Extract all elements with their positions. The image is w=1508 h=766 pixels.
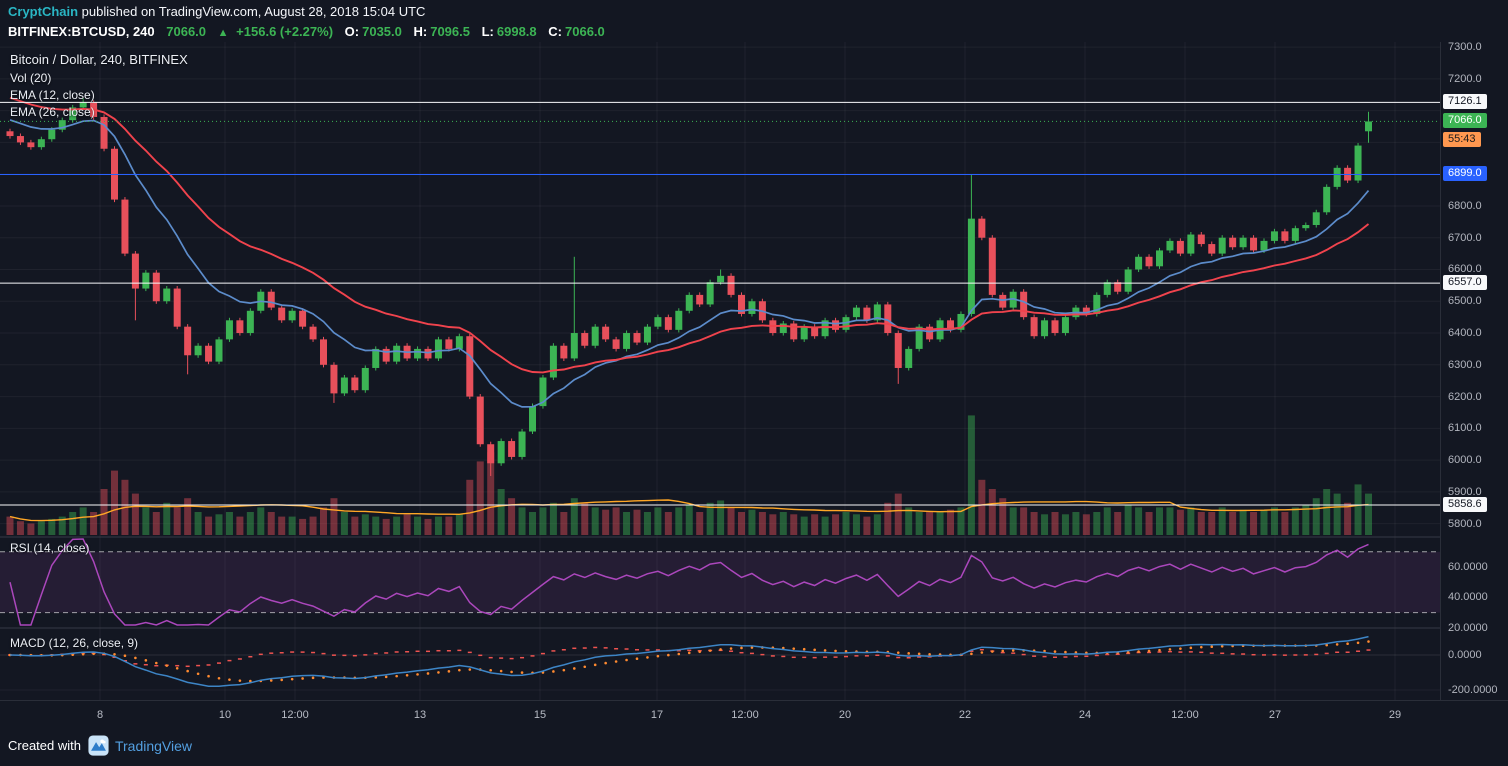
price-badge-white: 6557.0 xyxy=(1443,275,1487,291)
price-tick: 5800.0 xyxy=(1448,517,1482,530)
time-tick: 29 xyxy=(1388,709,1402,721)
symbol-header: BITFINEX:BTCUSD, 240 7066.0 ▲ +156.6 (+2… xyxy=(0,21,613,44)
price-badge-green: 7066.0 xyxy=(1443,113,1487,129)
rsi-tick: 40.0000 xyxy=(1448,591,1488,604)
time-tick: 27 xyxy=(1268,709,1282,721)
chart-canvas[interactable] xyxy=(0,42,1440,700)
legend-rsi: RSI (14, close) xyxy=(10,541,90,555)
author-link[interactable]: CryptChain xyxy=(8,4,79,19)
legend-volume: Vol (20) xyxy=(10,71,52,85)
time-tick: 17 xyxy=(650,709,664,721)
tradingview-logo-icon xyxy=(88,735,109,756)
price-tick: 6400.0 xyxy=(1448,327,1482,340)
legend-macd: MACD (12, 26, close, 9) xyxy=(10,636,139,650)
volma-line xyxy=(9,499,1369,522)
pane-separators xyxy=(0,536,1440,629)
price-tick: 7200.0 xyxy=(1448,72,1482,85)
time-tick: 15 xyxy=(533,709,547,721)
legend-ema26: EMA (26, close) xyxy=(10,105,95,119)
time-tick: 10 xyxy=(218,709,232,721)
created-with-label: Created with xyxy=(8,738,81,753)
legend-symbol: Bitcoin / Dollar, 240, BITFINEX xyxy=(10,52,188,67)
low-value: 6998.8 xyxy=(496,24,537,39)
high-label: H: xyxy=(413,24,428,39)
close-label: C: xyxy=(548,24,562,39)
price-badge-white: 5858.6 xyxy=(1443,497,1487,513)
rsi-layer xyxy=(0,538,1440,626)
rsi-tick: 20.0000 xyxy=(1448,621,1488,634)
tradingview-link[interactable]: TradingView xyxy=(88,735,192,756)
price-tick: 6600.0 xyxy=(1448,263,1482,276)
macd-tick: -200.0000 xyxy=(1448,684,1498,696)
price-tick: 7300.0 xyxy=(1448,41,1482,54)
time-tick: 20 xyxy=(838,709,852,721)
grid-layer xyxy=(0,42,1440,700)
time-tick: 24 xyxy=(1078,709,1092,721)
price-badge-white: 7126.1 xyxy=(1443,94,1487,110)
price-tick: 6000.0 xyxy=(1448,454,1482,467)
price-tick: 6800.0 xyxy=(1448,199,1482,212)
low-label: L: xyxy=(481,24,494,39)
time-tick: 12:00 xyxy=(281,709,309,721)
price-badge-orange: 55:43 xyxy=(1443,131,1481,147)
price-axis[interactable]: 7300.0 7200.0 6800.0 6700.0 6600.0 6500.0 6400… xyxy=(1440,41,1508,700)
price-badge-blue: 6899.0 xyxy=(1443,166,1487,182)
symbol-name: BITFINEX:BTCUSD, 240 xyxy=(8,24,155,39)
open-value: 7035.0 xyxy=(362,24,402,39)
price-tick: 6500.0 xyxy=(1448,295,1482,308)
time-tick: 22 xyxy=(958,709,972,721)
arrow-up-icon: ▲ xyxy=(217,27,229,39)
ema26-line xyxy=(9,96,1370,374)
ema12-line xyxy=(9,119,1370,408)
price-tick: 5900.0 xyxy=(1448,485,1482,498)
time-tick: 8 xyxy=(96,709,104,721)
price-tick: 6100.0 xyxy=(1448,422,1482,435)
price-tick: 6200.0 xyxy=(1448,390,1482,403)
price-change: +156.6 (+2.27%) xyxy=(236,24,334,39)
level-lines xyxy=(0,101,1440,506)
close-value: 7066.0 xyxy=(565,24,605,39)
macd-layer xyxy=(8,635,1371,688)
candles-layer xyxy=(6,97,1372,476)
time-axis[interactable]: 8 10 12:00 13 15 17 12:00 20 22 24 12:00 27 29 xyxy=(0,700,1440,730)
footer: Created with TradingView xyxy=(8,735,192,756)
high-value: 7096.5 xyxy=(430,24,470,39)
open-label: O: xyxy=(344,24,360,39)
publish-info: published on TradingView.com, August 28,… xyxy=(78,4,426,19)
time-tick: 12:00 xyxy=(731,709,759,721)
time-tick: 12:00 xyxy=(1171,709,1199,721)
price-tick: 6300.0 xyxy=(1448,358,1482,371)
last-price: 7066.0 xyxy=(166,24,207,39)
rsi-tick: 60.0000 xyxy=(1448,561,1488,573)
tradingview-brand-text: TradingView xyxy=(114,737,193,754)
legend-ema12: EMA (12, close) xyxy=(10,88,95,102)
publish-header: CryptChain published on TradingView.com,… xyxy=(0,0,425,24)
volume-layer xyxy=(6,415,1372,535)
price-tick: 6700.0 xyxy=(1448,231,1482,244)
macd-tick: 0.0000 xyxy=(1448,649,1482,661)
time-axis-separator xyxy=(0,700,1508,701)
time-tick: 13 xyxy=(413,709,427,721)
